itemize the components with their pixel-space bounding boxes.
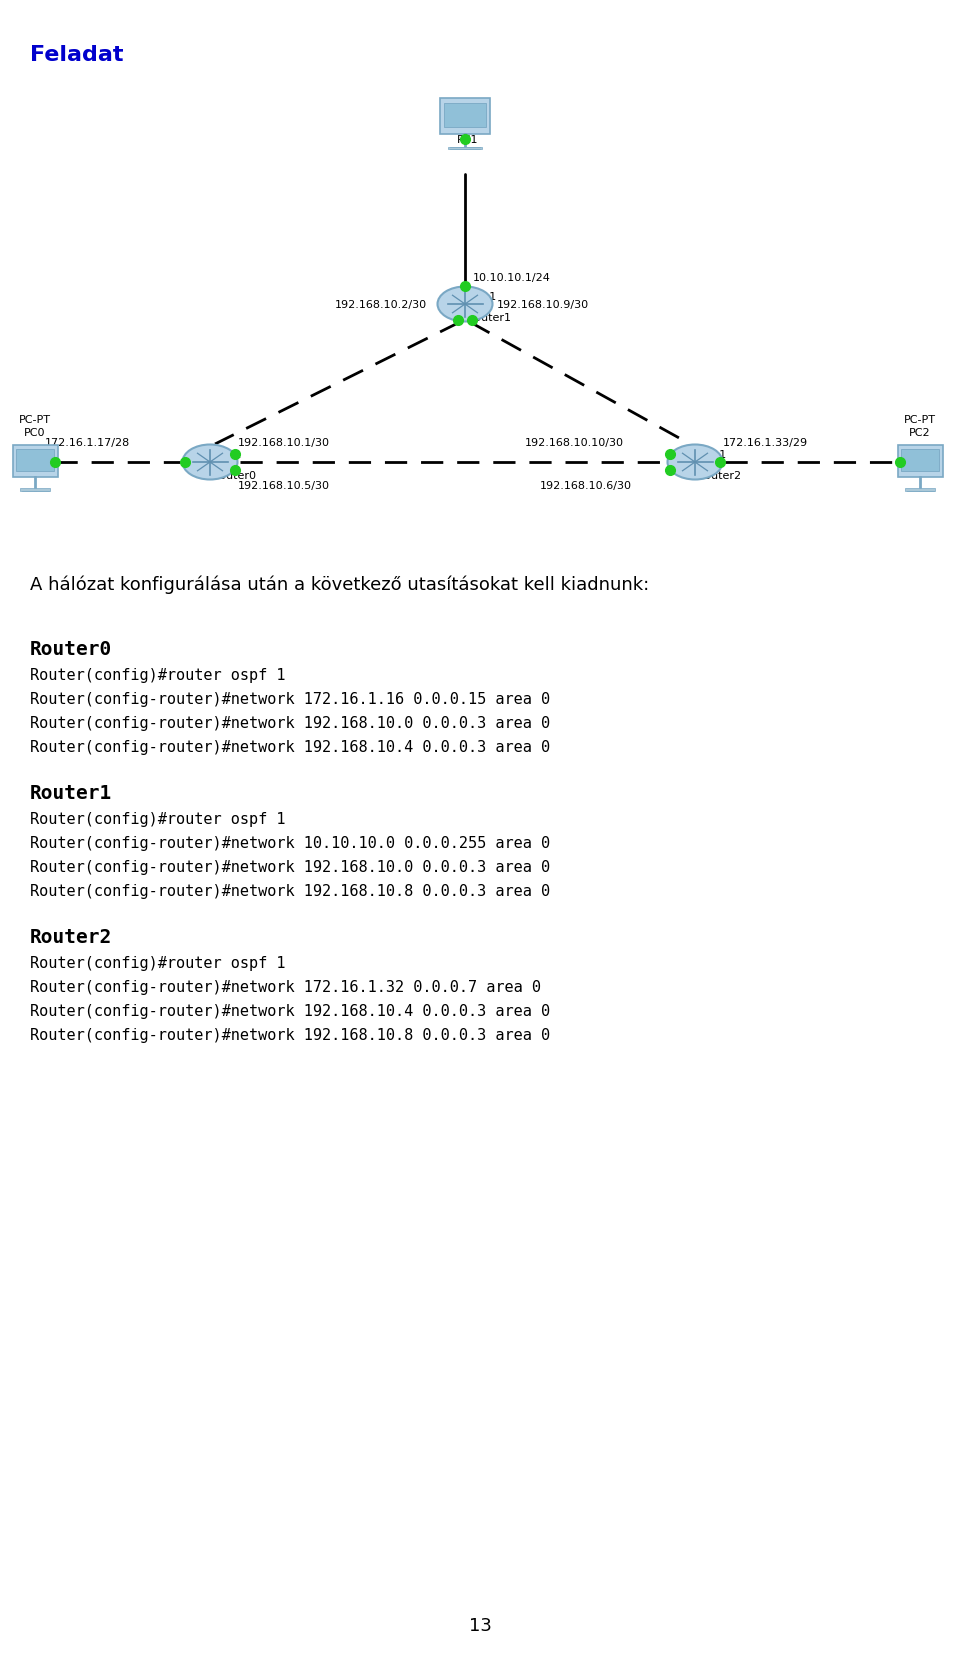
Text: Router1: Router1 <box>468 313 512 323</box>
Text: Router1: Router1 <box>30 784 112 802</box>
Text: PC-PT: PC-PT <box>904 414 936 424</box>
Text: 172.16.1.17/28: 172.16.1.17/28 <box>45 438 131 448</box>
Text: Router(config)#router ospf 1: Router(config)#router ospf 1 <box>30 667 285 682</box>
Text: Router(config)#router ospf 1: Router(config)#router ospf 1 <box>30 812 285 827</box>
Text: 2811: 2811 <box>468 291 496 301</box>
FancyBboxPatch shape <box>440 98 491 135</box>
Text: Feladat: Feladat <box>30 45 124 65</box>
Text: 192.168.10.5/30: 192.168.10.5/30 <box>238 481 330 491</box>
FancyBboxPatch shape <box>20 489 50 491</box>
Text: Router(config-router)#network 192.168.10.4 0.0.0.3 area 0: Router(config-router)#network 192.168.10… <box>30 739 550 754</box>
Text: Router0: Router0 <box>213 471 257 481</box>
Text: Router(config-router)#network 192.168.10.4 0.0.0.3 area 0: Router(config-router)#network 192.168.10… <box>30 1003 550 1018</box>
Text: 192.168.10.10/30: 192.168.10.10/30 <box>525 438 624 448</box>
FancyBboxPatch shape <box>12 446 58 478</box>
Text: 192.168.10.6/30: 192.168.10.6/30 <box>540 481 632 491</box>
Text: PC-PT: PC-PT <box>452 125 484 135</box>
Text: Router(config)#router ospf 1: Router(config)#router ospf 1 <box>30 955 285 970</box>
Text: 172.16.1.33/29: 172.16.1.33/29 <box>723 438 808 448</box>
Text: Router(config-router)#network 192.168.10.0 0.0.0.3 area 0: Router(config-router)#network 192.168.10… <box>30 860 550 875</box>
Text: Router(config-router)#network 192.168.10.0 0.0.0.3 area 0: Router(config-router)#network 192.168.10… <box>30 716 550 730</box>
Text: 10.10.10.1/24: 10.10.10.1/24 <box>473 273 551 283</box>
FancyBboxPatch shape <box>444 103 487 128</box>
FancyBboxPatch shape <box>905 489 935 491</box>
Text: Router(config-router)#network 10.10.10.0 0.0.0.255 area 0: Router(config-router)#network 10.10.10.0… <box>30 835 550 850</box>
Text: Router(config-router)#network 172.16.1.32 0.0.0.7 area 0: Router(config-router)#network 172.16.1.3… <box>30 980 541 995</box>
Ellipse shape <box>667 446 723 481</box>
Text: PC0: PC0 <box>24 428 46 438</box>
Text: 2811: 2811 <box>698 449 727 459</box>
FancyBboxPatch shape <box>448 148 482 150</box>
Text: Router2: Router2 <box>30 927 112 947</box>
Text: Router(config-router)#network 192.168.10.8 0.0.0.3 area 0: Router(config-router)#network 192.168.10… <box>30 884 550 899</box>
Text: 13: 13 <box>468 1616 492 1634</box>
FancyBboxPatch shape <box>900 449 939 471</box>
Text: Router2: Router2 <box>698 471 742 481</box>
Text: 192.168.10.2/30: 192.168.10.2/30 <box>335 300 427 310</box>
Text: Router(config-router)#network 172.16.1.16 0.0.0.15 area 0: Router(config-router)#network 172.16.1.1… <box>30 692 550 707</box>
Text: Router0: Router0 <box>30 639 112 659</box>
Text: 192.168.10.9/30: 192.168.10.9/30 <box>497 300 589 310</box>
Text: 2811: 2811 <box>213 449 241 459</box>
FancyBboxPatch shape <box>16 449 54 471</box>
Ellipse shape <box>182 446 237 481</box>
Text: Router(config-router)#network 192.168.10.8 0.0.0.3 area 0: Router(config-router)#network 192.168.10… <box>30 1027 550 1042</box>
FancyBboxPatch shape <box>898 446 943 478</box>
Ellipse shape <box>438 288 492 323</box>
Text: 192.168.10.1/30: 192.168.10.1/30 <box>238 438 330 448</box>
Text: PC-PT: PC-PT <box>19 414 51 424</box>
Text: A hálózat konfigurálása után a következő utasításokat kell kiadnunk:: A hálózat konfigurálása után a következő… <box>30 574 649 592</box>
Text: PC2: PC2 <box>909 428 931 438</box>
Text: PC1: PC1 <box>457 135 479 145</box>
